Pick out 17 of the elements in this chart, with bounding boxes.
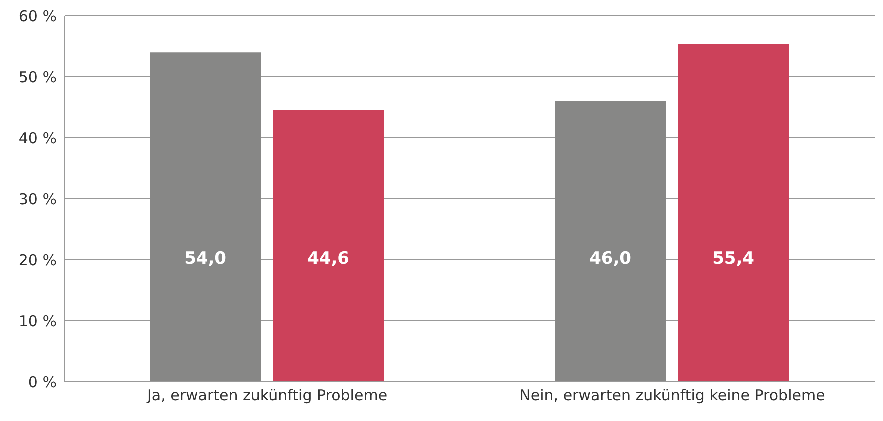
data-label: 54,0 — [184, 249, 227, 269]
bar — [273, 110, 384, 382]
y-tick-label: 0 % — [28, 373, 57, 392]
x-tick-label: Ja, erwarten zukünftig Probleme — [146, 386, 388, 405]
data-label: 44,6 — [308, 249, 350, 269]
y-tick-label: 30 % — [18, 190, 57, 208]
bar — [150, 52, 262, 382]
y-tick-label: 50 % — [18, 68, 57, 86]
y-tick-label: 40 % — [18, 129, 57, 148]
y-tick-label: 10 % — [18, 312, 57, 330]
y-tick-label: 20 % — [18, 251, 57, 270]
bar — [555, 101, 666, 382]
x-tick-label: Nein, erwarten zukünftig keine Probleme — [520, 386, 826, 405]
data-label: 55,4 — [712, 249, 755, 269]
data-label: 46,0 — [590, 249, 632, 269]
y-tick-label: 60 % — [18, 7, 57, 26]
bar — [678, 44, 790, 382]
